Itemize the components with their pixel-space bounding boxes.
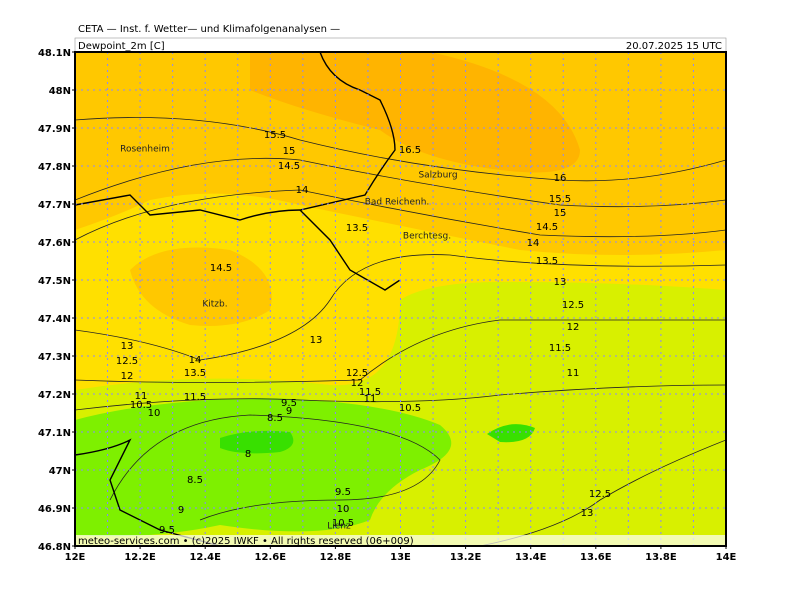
- contour-labels: 15.5 15 14.5 14 16.5 16 15.5 15 14.5 14 …: [116, 130, 611, 536]
- contour-label: 12.5: [116, 356, 138, 367]
- lon-label: 12.6E: [255, 552, 287, 563]
- contour-label: 13: [121, 341, 134, 352]
- lat-label: 47.2N: [38, 390, 71, 401]
- lat-label: 47.3N: [38, 352, 71, 363]
- lon-label: 12.8E: [320, 552, 352, 563]
- lon-label: 12E: [65, 552, 86, 563]
- contour-label: 11: [135, 391, 148, 402]
- lon-label: 13.6E: [580, 552, 612, 563]
- contour: [75, 117, 726, 182]
- contour-label: 9.5: [159, 525, 175, 536]
- contour-label: 12.5: [346, 368, 368, 379]
- contour-label: 12: [121, 371, 134, 382]
- contour-label: 12: [351, 378, 364, 389]
- contour-label: 13.5: [536, 256, 558, 267]
- contour-label: 13.5: [346, 223, 368, 234]
- lon-label: 12.2E: [124, 552, 156, 563]
- contour-label: 8.5: [187, 475, 203, 486]
- places: Rosenheim Salzburg Bad Reichenh. Berchte…: [120, 145, 457, 532]
- contour-label: 11: [364, 394, 377, 405]
- lon-label: 13.4E: [515, 552, 547, 563]
- contour: [479, 439, 726, 546]
- place-name: Lienz: [327, 522, 351, 532]
- lon-label: 14E: [716, 552, 737, 563]
- lat-label: 47.8N: [38, 162, 71, 173]
- contour: [109, 414, 441, 521]
- footer-bar: [75, 535, 726, 546]
- lon-label: 13.2E: [450, 552, 482, 563]
- contour-label: 10: [337, 504, 350, 515]
- contour-label: 14: [296, 185, 309, 196]
- lat-label: 47.6N: [38, 238, 71, 249]
- contour-label: 14: [189, 355, 202, 366]
- contour-label: 11: [567, 368, 580, 379]
- lon-label: 12.4E: [189, 552, 221, 563]
- contour-label: 14.5: [210, 263, 232, 274]
- contour-label: 15: [283, 146, 296, 157]
- contour: [75, 384, 726, 411]
- contour-label: 14: [527, 238, 540, 249]
- lat-label: 47.7N: [38, 200, 71, 211]
- border: [75, 52, 396, 221]
- contour-label: 14.5: [278, 161, 300, 172]
- place-name: Bad Reichenh.: [365, 198, 430, 208]
- contour-label: 16: [554, 173, 567, 184]
- lat-label: 47.9N: [38, 124, 71, 135]
- contour-label: 9.5: [281, 398, 297, 409]
- border: [299, 209, 401, 291]
- lat-label: 46.9N: [38, 504, 71, 515]
- contour-label: 11.5: [549, 343, 571, 354]
- lat-label: 48N: [49, 86, 71, 97]
- contour-label: 12: [567, 322, 580, 333]
- contour-label: 16.5: [399, 145, 421, 156]
- contour-label: 13.5: [184, 368, 206, 379]
- contour-label: 11.5: [359, 387, 381, 398]
- contour: [75, 319, 726, 383]
- lat-label: 48.1N: [38, 48, 71, 59]
- contour-label: 10.5: [332, 518, 354, 529]
- contour-label: 9: [178, 505, 184, 516]
- lon-label: 13.8E: [645, 552, 677, 563]
- contour-label: 13: [310, 335, 323, 346]
- footer: meteo-services.com • (c)2025 IWKF • All …: [78, 536, 414, 547]
- contour-label: 13: [554, 277, 567, 288]
- lat-label: 46.8N: [38, 542, 71, 553]
- lon-label: 13E: [390, 552, 411, 563]
- datetime: 20.07.2025 15 UTC: [626, 41, 722, 52]
- contour-label: 13: [581, 508, 594, 519]
- contour-label: 8.5: [267, 413, 283, 424]
- contour-label: 9.5: [335, 487, 351, 498]
- lat-label: 47.1N: [38, 428, 71, 439]
- contour-label: 10.5: [130, 400, 152, 411]
- contour-label: 15: [554, 208, 567, 219]
- lat-label: 47.4N: [38, 314, 71, 325]
- border: [75, 438, 221, 546]
- place-name: Kitzb.: [202, 300, 227, 310]
- contour-label: 10.5: [399, 403, 421, 414]
- contour-label: 12.5: [589, 489, 611, 500]
- contour-label: 12.5: [562, 300, 584, 311]
- header-title: CETA — Inst. f. Wetter— und Klimafolgena…: [78, 24, 340, 35]
- contour-label: 15.5: [549, 194, 571, 205]
- place-name: Berchtesg.: [403, 232, 451, 242]
- contour: [75, 189, 726, 241]
- place-name: Rosenheim: [120, 145, 170, 155]
- contour-label: 14.5: [536, 222, 558, 233]
- contour-label: 10: [148, 408, 161, 419]
- contour-label: 11.5: [184, 392, 206, 403]
- lat-label: 47.5N: [38, 276, 71, 287]
- grid: [75, 52, 726, 546]
- contour-label: 8: [245, 449, 251, 460]
- lat-label: 47N: [49, 466, 71, 477]
- place-name: Salzburg: [418, 171, 457, 181]
- field-name: Dewpoint_2m [C]: [78, 41, 165, 52]
- contour-label: 15.5: [264, 130, 286, 141]
- contour-label: 9: [286, 406, 292, 417]
- axes: 48.1N 48N 47.9N 47.8N 47.7N 47.6N 47.5N 47.4N 47…: [38, 48, 737, 563]
